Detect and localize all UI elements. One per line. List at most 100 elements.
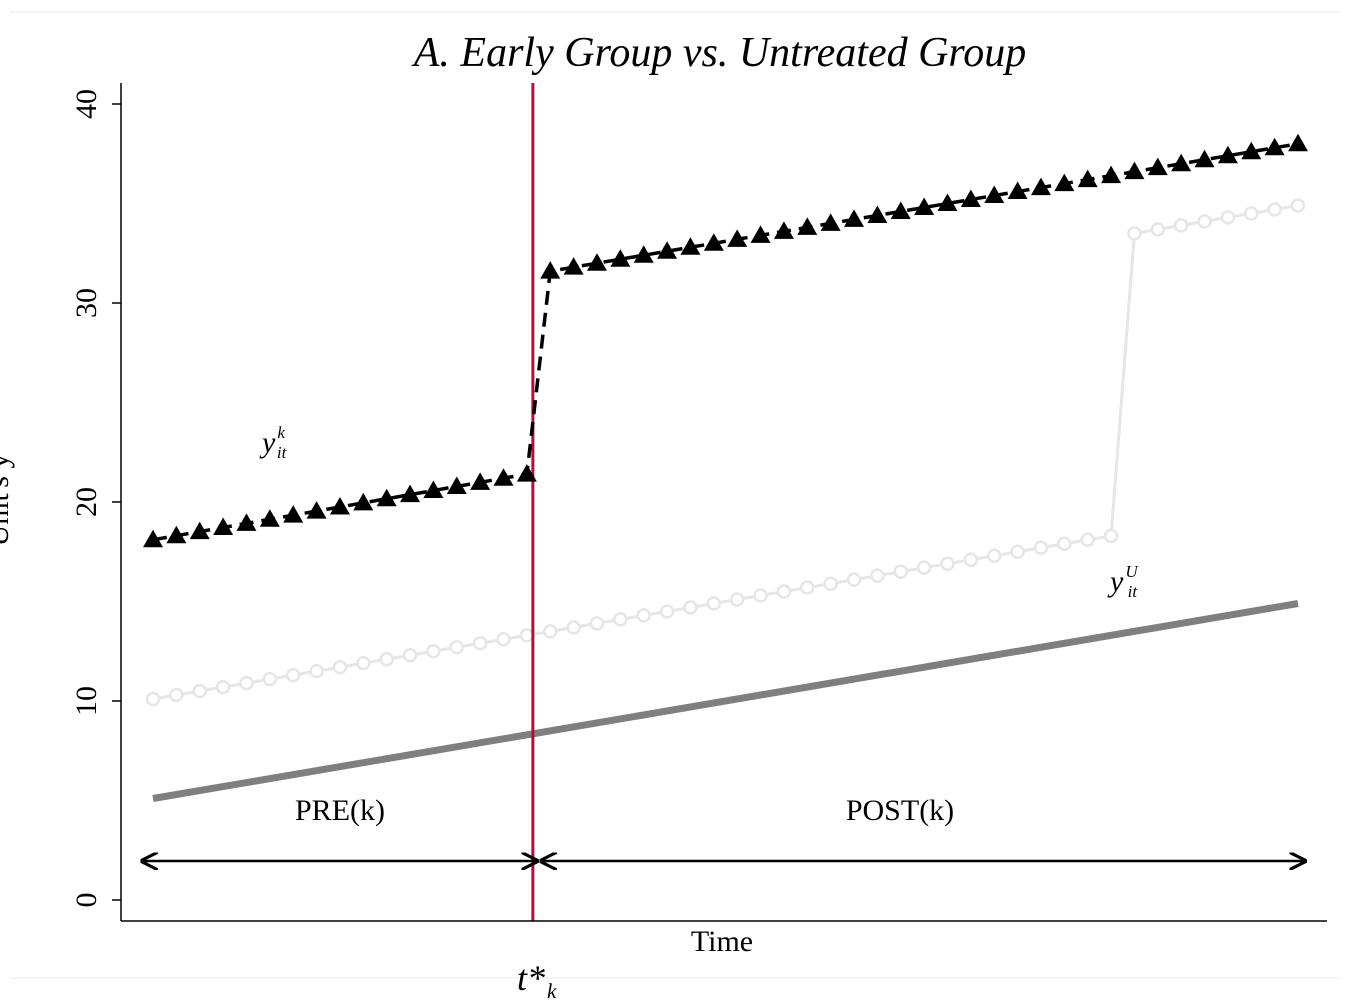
point-early [1124,161,1145,180]
point-early [166,525,187,544]
point-early [423,480,444,499]
y-ticks: 0 10 20 30 40 [70,89,121,908]
point-early [586,253,607,271]
point-early [563,257,584,275]
point-early [1147,157,1168,176]
point-early [703,233,724,251]
event-time-label: t*k [517,958,557,1003]
point-early [353,492,374,511]
marks [143,83,1308,921]
point-early [213,517,234,535]
point-early [1241,141,1262,160]
point-untreated [496,632,511,647]
y-tick-label: 40 [70,89,103,119]
point-early [1077,169,1098,188]
point-untreated [893,564,909,579]
y-axis-label: Unit's y [0,454,15,547]
point-early [844,209,865,227]
point-untreated [566,620,581,635]
point-early [143,529,163,548]
point-untreated [309,663,324,679]
point-early [470,472,491,490]
point-untreated [145,691,161,707]
point-early [797,217,818,235]
point-early [1030,177,1051,196]
point-early [984,185,1005,204]
point-untreated [215,679,231,695]
point-early [867,205,888,223]
region-label-post: POST(k) [846,794,954,827]
chart-title: A. Early Group vs. Untreated Group [411,30,1026,76]
point-early [773,221,794,239]
point-early [820,213,841,231]
point-untreated [262,671,278,687]
point-early [400,484,421,503]
point-early [610,249,631,267]
point-untreated [963,552,979,567]
point-early [937,193,958,211]
y-tick-label: 0 [70,893,103,908]
point-early [376,488,397,507]
point-untreated [285,667,301,683]
point-early [189,521,210,540]
point-early [1101,165,1122,184]
point-early [727,229,748,247]
point-untreated [192,683,207,699]
y-tick-label: 10 [70,686,103,716]
point-untreated [472,636,488,651]
point-untreated [1127,226,1142,241]
point-early [1007,181,1028,200]
point-early [1217,145,1238,164]
point-untreated [683,600,698,615]
point-untreated [776,584,792,599]
point-untreated [356,655,371,671]
point-untreated [800,580,815,595]
point-early [680,237,701,255]
point-early [1054,173,1075,192]
point-untreated [846,572,862,587]
point-untreated [519,628,535,643]
series-line-trend [152,600,1299,802]
region-label-pre: PRE(k) [295,794,385,827]
point-early [914,197,935,215]
point-untreated [1103,528,1119,544]
point-early [516,464,537,482]
point-early [329,496,350,515]
point-early [283,505,304,523]
point-early [960,189,981,208]
point-untreated [1150,222,1166,237]
point-untreated [870,568,885,583]
point-untreated [169,687,184,703]
y-tick-label: 20 [70,487,103,517]
point-untreated [449,640,465,655]
point-early [1288,133,1308,152]
point-untreated [426,644,441,659]
point-untreated [986,548,1002,563]
point-untreated [1197,214,1212,229]
point-untreated [729,592,745,607]
point-early [890,201,911,219]
x-axis-label: Time [691,925,753,958]
point-untreated [1033,540,1049,556]
point-early [633,245,654,263]
point-untreated [542,624,558,639]
point-untreated [823,576,838,591]
point-untreated [916,560,932,575]
point-early [493,468,514,486]
point-untreated [402,647,418,663]
point-early [657,241,678,259]
point-untreated [1244,206,1259,221]
point-untreated [1057,536,1072,552]
point-untreated [613,612,628,627]
point-untreated [706,596,722,611]
point-untreated [239,675,254,691]
point-early [1264,137,1285,156]
point-untreated [379,651,394,667]
point-untreated [1220,210,1236,225]
point-early [750,225,771,243]
series-line-untreated [152,204,1299,701]
point-untreated [1080,532,1095,548]
point-early [1171,153,1192,172]
